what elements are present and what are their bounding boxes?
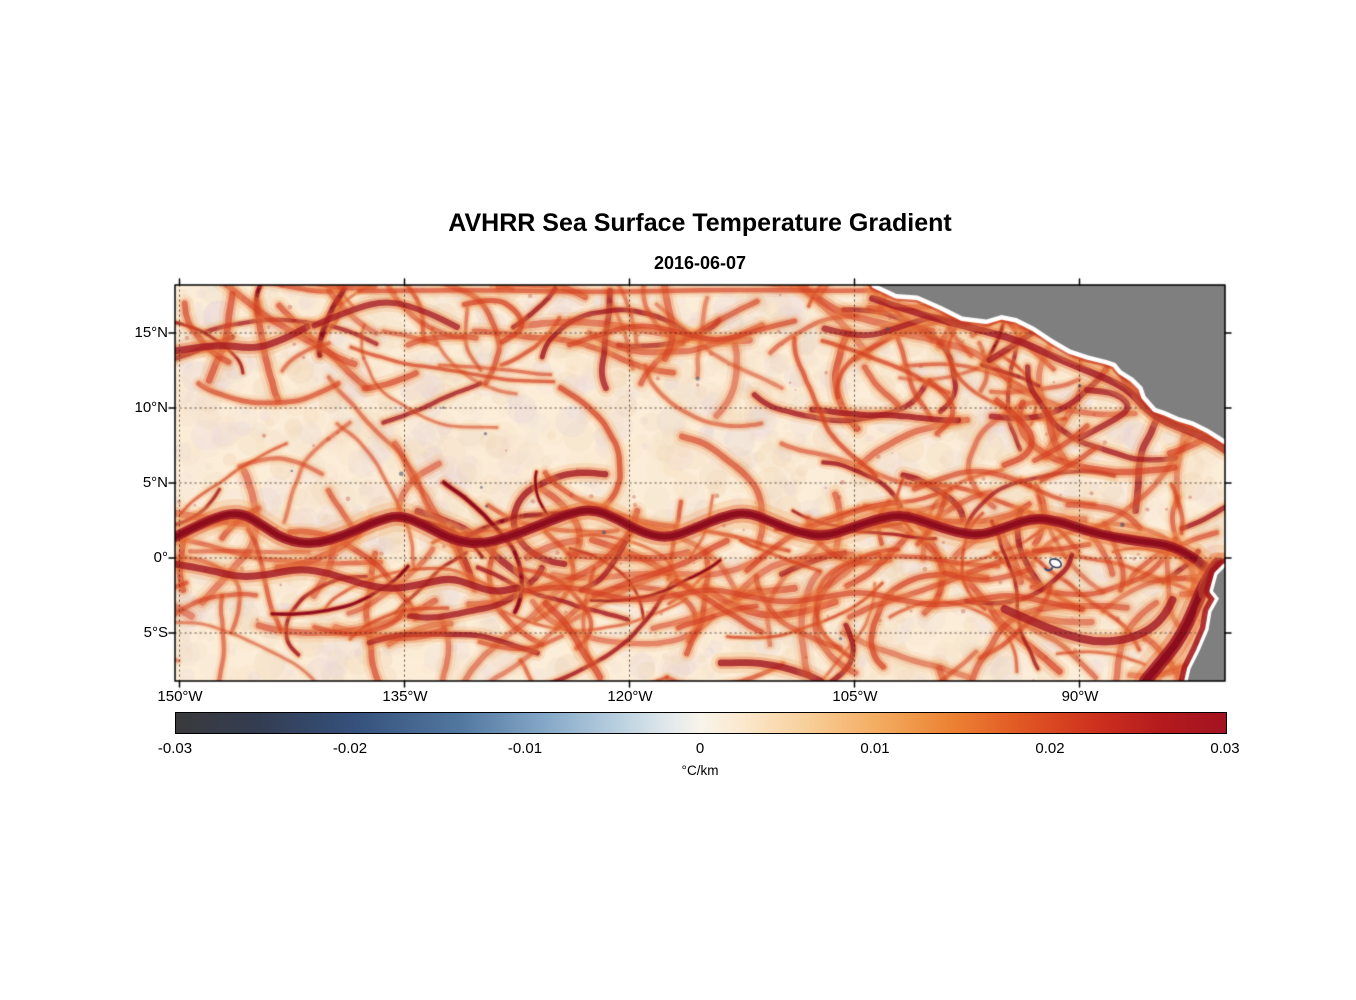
x-tick-label-135w: 135°W <box>382 688 428 705</box>
colorbar-unit-label: °C/km <box>681 763 719 778</box>
colorbar-tick-002: 0.02 <box>1035 740 1065 757</box>
y-tick-label-5n: 5°N <box>142 474 168 491</box>
colorbar-tick-neg002: -0.02 <box>332 740 368 757</box>
colorbar-tick-neg001: -0.01 <box>507 740 543 757</box>
colorbar <box>175 712 1227 734</box>
chart-subtitle: 2016-06-07 <box>653 253 747 273</box>
y-tick-label-0: 0° <box>153 549 168 566</box>
map-canvas <box>160 270 1240 696</box>
y-tick-label-15n: 15°N <box>134 324 168 341</box>
x-tick-label-150w: 150°W <box>157 688 203 705</box>
x-tick-label-105w: 105°W <box>832 688 878 705</box>
colorbar-tick-001: 0.01 <box>860 740 890 757</box>
colorbar-tick-zero: 0 <box>695 740 705 757</box>
colorbar-tick-neg003: -0.03 <box>157 740 193 757</box>
colorbar-tick-003: 0.03 <box>1210 740 1240 757</box>
y-tick-label-5s: 5°S <box>143 624 168 641</box>
x-tick-label-90w: 90°W <box>1061 688 1099 705</box>
y-tick-label-10n: 10°N <box>134 399 168 416</box>
chart-title: AVHRR Sea Surface Temperature Gradient <box>448 209 952 237</box>
x-tick-label-120w: 120°W <box>607 688 653 705</box>
